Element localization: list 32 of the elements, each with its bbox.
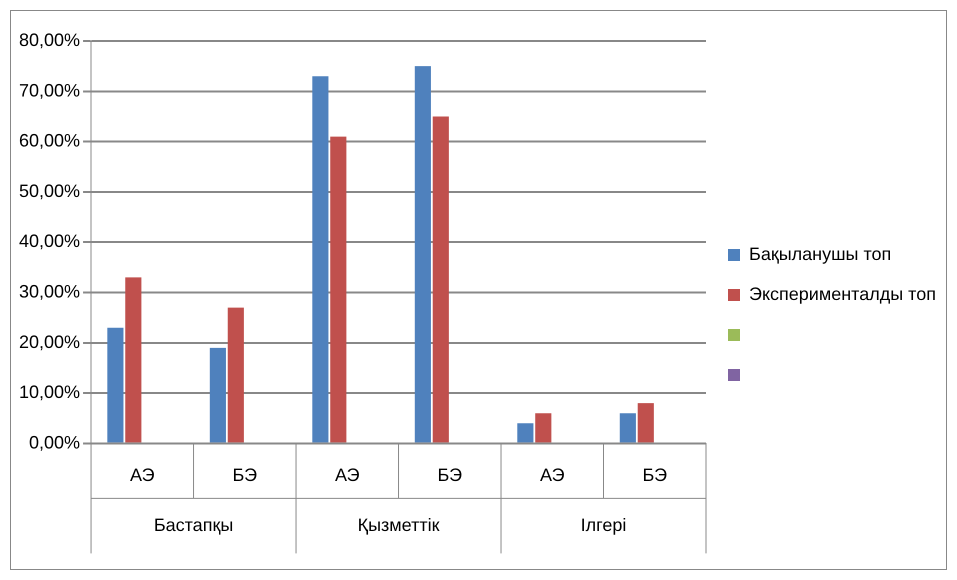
y-tick-label: 70,00%	[18, 80, 80, 100]
legend-label: Бақыланушы топ	[749, 244, 892, 264]
text: Ілгері	[580, 514, 626, 535]
y-tick-label: 50,00%	[18, 180, 80, 201]
x-tick-label: АЭ	[130, 465, 155, 486]
y-tick-label: 40,00%	[18, 231, 80, 252]
bar	[228, 308, 244, 442]
bar	[517, 423, 534, 442]
bar	[210, 348, 226, 442]
bar	[432, 116, 449, 442]
bar	[312, 76, 328, 442]
bar	[414, 66, 431, 442]
text: Қызметтік	[358, 514, 440, 535]
bar	[125, 277, 142, 442]
x-tick-label: АЭ	[540, 465, 565, 486]
x-tick-label: БЭ	[232, 465, 258, 486]
y-tick-label: 10,00%	[18, 382, 80, 402]
y-tick-label: 30,00%	[18, 281, 80, 302]
bar	[107, 328, 124, 442]
legend-label: Эксперименталды топ	[749, 284, 936, 304]
y-tick-label: 0,00%	[29, 432, 80, 452]
text: Бастапқы	[154, 514, 234, 535]
x-tick-label: БЭ	[642, 465, 668, 486]
bar	[620, 413, 636, 442]
y-tick-label: 20,00%	[18, 332, 80, 352]
x-tick-label: БЭ	[437, 465, 462, 486]
x-tick-label: АЭ	[334, 465, 360, 486]
bar	[535, 413, 552, 442]
y-tick-label: 80,00%	[18, 30, 80, 50]
bar	[330, 136, 346, 442]
bar	[638, 403, 654, 442]
y-tick-label: 60,00%	[18, 130, 80, 151]
